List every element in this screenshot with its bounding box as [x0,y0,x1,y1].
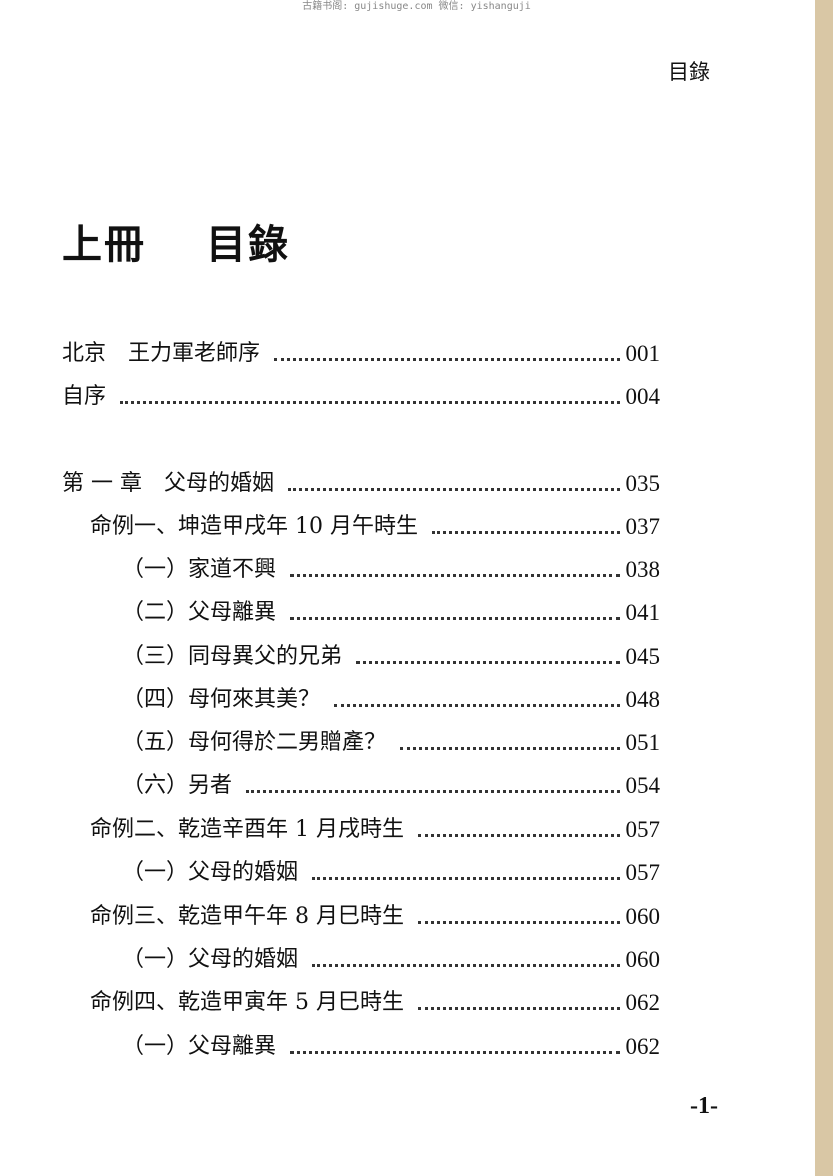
dot-leader [290,1050,620,1054]
dot-leader [417,1006,620,1010]
toc-entry: （二）父母離異 041 [122,596,660,626]
volume-label: 上冊 [62,222,146,268]
entry-page: 037 [625,514,661,539]
page-edge [815,0,833,1176]
dot-leader [356,660,620,664]
dot-leader [417,833,620,837]
toc-entry: （一）家道不興 038 [122,553,660,583]
entry-title: （六）另者 [122,773,233,798]
toc-entry: （五）母何得於二男贈產？ 051 [122,726,660,756]
dot-leader [431,530,620,534]
dot-leader [312,963,620,967]
entry-page: 041 [625,600,661,625]
page-title: 上冊 目錄 [62,212,350,270]
toc-entry: 第 一 章 父母的婚姻 035 [62,467,660,497]
toc-entry: 北京 王力軍老師序 001 [62,337,660,367]
toc-entry: （四）母何來其美？ 048 [122,683,660,713]
toc-entry: （六）另者 054 [122,769,660,799]
entry-title: （四）母何來其美？ [122,687,321,712]
toc-entry: 自序 004 [62,380,660,410]
dot-leader [400,746,620,750]
entry-title: （一）父母的婚姻 [122,860,299,885]
toc-entry: （一）父母離異 062 [122,1030,660,1060]
toc-entry: （三）同母異父的兄弟 045 [122,640,660,670]
entry-page: 035 [625,471,661,496]
entry-page: 057 [625,817,661,842]
entry-title: 命例二、乾造辛酉年 1 月戌時生 [90,817,404,842]
entry-title: （五）母何得於二男贈產？ [122,730,387,755]
entry-title: （一）家道不興 [122,557,277,582]
entry-page: 062 [625,1034,661,1059]
entry-page: 057 [625,860,661,885]
entry-page: 001 [625,341,661,366]
entry-page: 060 [625,904,661,929]
running-header: 目錄 [668,60,710,84]
toc-entry: （一）父母的婚姻 057 [122,856,660,886]
toc-entry: 命例一、坤造甲戌年 10 月午時生 037 [90,510,660,540]
entry-title: 第 一 章 父母的婚姻 [62,471,274,496]
entry-title: 北京 王力軍老師序 [62,341,261,366]
dot-leader [288,487,620,491]
entry-title: （二）父母離異 [122,600,277,625]
entry-page: 054 [625,773,661,798]
entry-title: 命例一、坤造甲戌年 10 月午時生 [90,514,418,539]
toc-entry: 命例三、乾造甲午年 8 月巳時生 060 [90,900,660,930]
entry-title: 命例三、乾造甲午年 8 月巳時生 [90,904,404,929]
entry-page: 004 [625,384,661,409]
dot-leader [417,920,620,924]
dot-leader [312,876,620,880]
toc-entry: （一）父母的婚姻 060 [122,943,660,973]
dot-leader [120,400,620,404]
dot-leader [290,573,620,577]
toc-entry: 命例二、乾造辛酉年 1 月戌時生 057 [90,813,660,843]
entry-page: 038 [625,557,661,582]
entry-title: 命例四、乾造甲寅年 5 月巳時生 [90,990,404,1015]
dot-leader [290,616,620,620]
entry-page: 048 [625,687,661,712]
watermark: 古籍书阁: gujishuge.com 微信: yishanguji [302,1,531,12]
entry-page: 045 [625,644,661,669]
dot-leader [246,789,620,793]
entry-page: 062 [625,990,661,1015]
entry-page: 051 [625,730,661,755]
dot-leader [274,357,620,361]
toc-entry: 命例四、乾造甲寅年 5 月巳時生 062 [90,986,660,1016]
dot-leader [334,703,620,707]
entry-title: 自序 [62,384,107,409]
entry-page: 060 [625,947,661,972]
heading-label: 目錄 [206,222,290,268]
entry-title: （一）父母的婚姻 [122,947,299,972]
page-number: -1- [690,1093,718,1119]
entry-title: （三）同母異父的兄弟 [122,644,343,669]
entry-title: （一）父母離異 [122,1034,277,1059]
